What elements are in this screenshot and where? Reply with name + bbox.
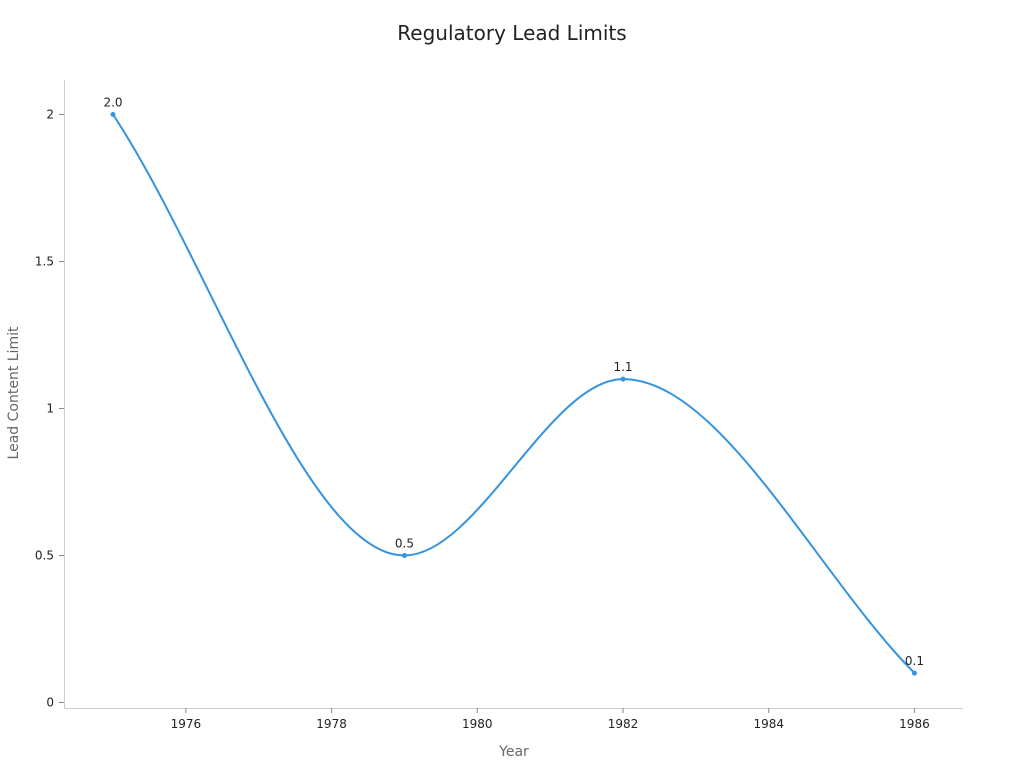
data-point	[110, 112, 116, 117]
data-labels: 2.0 0.5 1.1 0.1	[103, 96, 924, 669]
data-point	[401, 553, 407, 558]
data-point	[911, 670, 917, 676]
chart-title: Regulatory Lead Limits	[397, 21, 626, 45]
x-tick-label: 1986	[899, 717, 930, 731]
data-label: 1.1	[613, 360, 632, 374]
series-group	[110, 112, 917, 676]
y-tick-label: 0	[46, 696, 54, 710]
y-tick-label: 2	[46, 108, 54, 122]
y-axis-title: Lead Content Limit	[6, 326, 22, 459]
x-tick-label: 1980	[462, 717, 493, 731]
data-point	[620, 376, 626, 382]
data-label: 0.5	[395, 537, 414, 551]
y-tick-label: 1	[46, 402, 54, 416]
data-label: 2.0	[103, 96, 122, 110]
x-tick-label: 1978	[316, 717, 347, 731]
x-tick-label: 1984	[753, 717, 784, 731]
y-tick-label: 1.5	[35, 255, 54, 269]
x-axis-title: Year	[498, 744, 529, 760]
series-line	[112, 113, 916, 674]
data-label: 0.1	[905, 654, 924, 668]
x-tick-label: 1982	[608, 717, 639, 731]
y-axis-ticks: 0 0.5 1 1.5 2	[35, 108, 64, 710]
x-axis-ticks: 1976 1978 1980 1982 1984 1986	[171, 708, 930, 731]
x-tick-label: 1976	[171, 717, 202, 731]
y-tick-label: 0.5	[35, 549, 54, 563]
